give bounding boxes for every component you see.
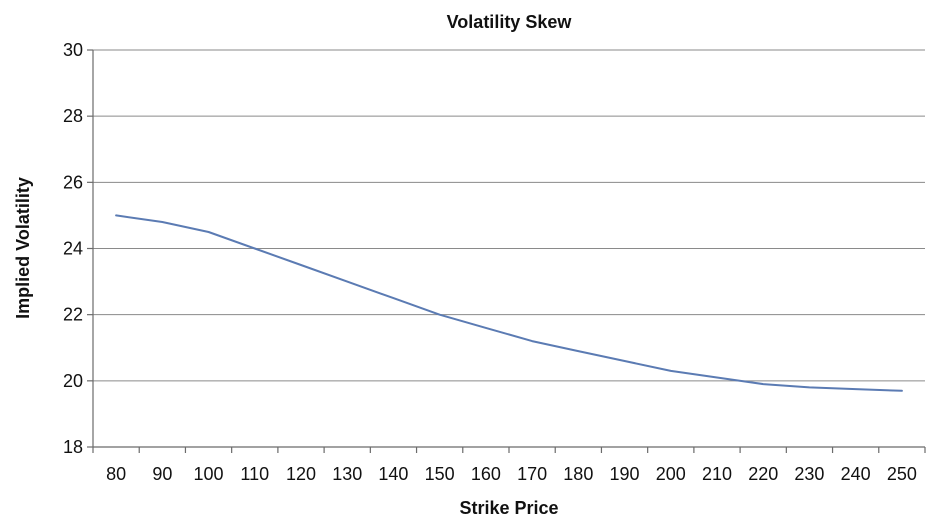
y-tick-label: 26 (63, 172, 83, 192)
y-tick-label: 28 (63, 106, 83, 126)
y-tick-label: 18 (63, 437, 83, 457)
x-tick-label: 190 (610, 464, 640, 484)
x-tick-label: 210 (702, 464, 732, 484)
x-tick-label: 100 (194, 464, 224, 484)
chart-title: Volatility Skew (447, 12, 573, 32)
x-tick-label: 110 (240, 464, 269, 484)
series-layer (115, 214, 903, 392)
x-tick-label: 250 (887, 464, 917, 484)
x-tick-label: 230 (794, 464, 824, 484)
x-tick-label: 220 (748, 464, 778, 484)
y-axis-label: Implied Volatility (13, 177, 33, 319)
y-axis-ticks: 18 20 22 24 26 28 30 (63, 40, 93, 457)
x-tick-label: 180 (563, 464, 593, 484)
x-axis-label: Strike Price (459, 498, 558, 518)
x-tick-label: 240 (841, 464, 871, 484)
y-tick-label: 24 (63, 239, 83, 259)
x-tick-label: 120 (286, 464, 316, 484)
x-tick-label: 130 (332, 464, 362, 484)
x-tick-label: 200 (656, 464, 686, 484)
x-axis-ticks: 80 90 100 110 120 130 140 150 160 170 180 190 200 210… (92, 447, 926, 484)
series-line-0 (115, 214, 903, 392)
y-tick-label: 20 (63, 371, 83, 391)
x-tick-label: 160 (471, 464, 501, 484)
x-tick-label: 150 (425, 464, 455, 484)
gridlines (93, 49, 925, 382)
y-tick-label: 30 (63, 40, 83, 60)
x-tick-label: 90 (152, 464, 172, 484)
y-tick-label: 22 (63, 305, 83, 325)
x-tick-label: 170 (517, 464, 547, 484)
x-tick-label: 140 (378, 464, 408, 484)
x-tick-label: 80 (106, 464, 126, 484)
